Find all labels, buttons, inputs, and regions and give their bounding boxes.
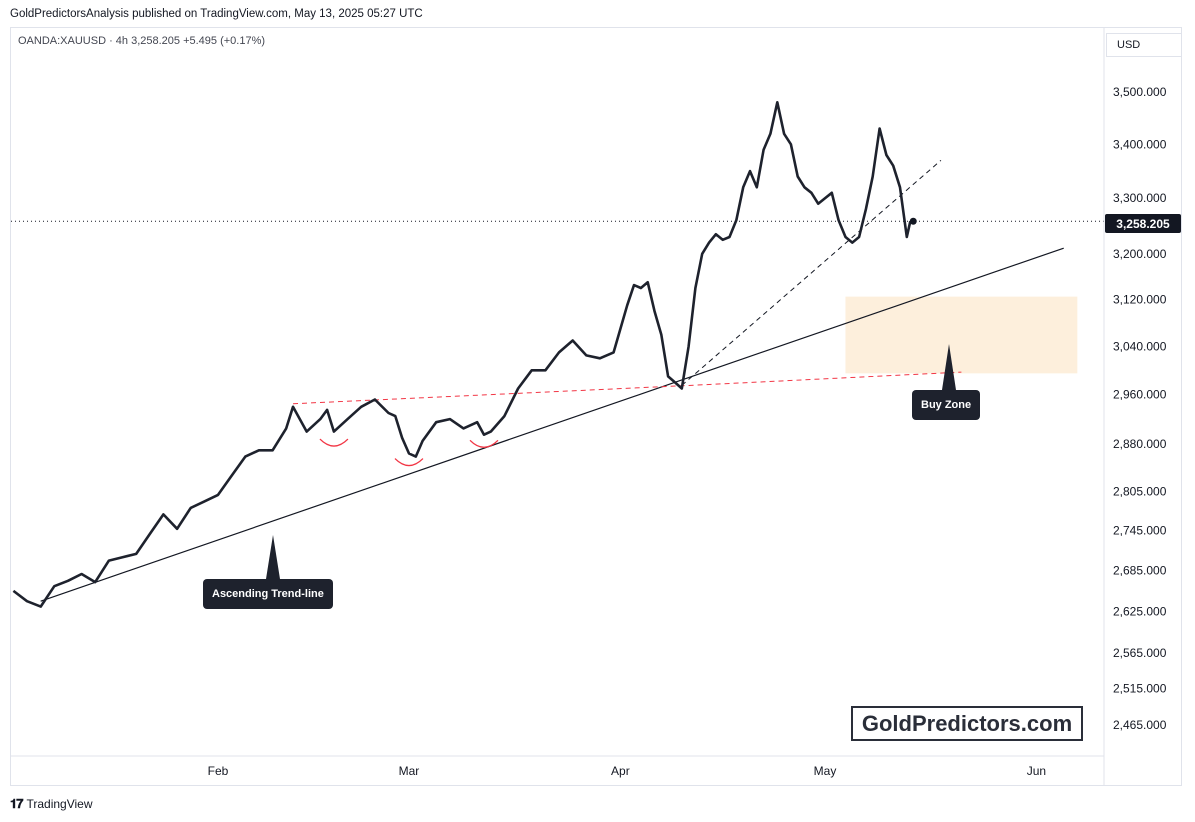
neckline-dashed xyxy=(292,384,689,405)
ascending-trend-line xyxy=(40,247,1064,602)
y-tick-label: 3,300.000 xyxy=(1113,191,1167,205)
footer: 𝟏𝟕 TradingView xyxy=(10,796,93,812)
y-tick-label: 2,880.000 xyxy=(1113,437,1167,451)
pattern-arc-1 xyxy=(319,438,349,447)
trendline-callout-pointer xyxy=(266,535,280,579)
y-tick-label: 2,745.000 xyxy=(1113,524,1167,538)
buy-zone-area xyxy=(845,296,1078,374)
x-tick-label: May xyxy=(814,764,837,778)
currency-selector[interactable]: USD xyxy=(1106,33,1182,57)
buy-zone-dashed-line xyxy=(688,371,962,386)
trendline-callout: Ascending Trend-line xyxy=(203,579,333,609)
last-price-dot xyxy=(909,217,917,225)
y-tick-label: 2,960.000 xyxy=(1113,388,1167,402)
y-tick-label: 3,040.000 xyxy=(1113,339,1167,353)
x-tick-label: Mar xyxy=(399,764,420,778)
price-series-line xyxy=(12,101,912,608)
footer-brand: TradingView xyxy=(26,797,93,811)
y-tick-label: 2,515.000 xyxy=(1113,682,1167,696)
buy-zone-callout: Buy Zone xyxy=(912,390,981,420)
y-tick-label: 2,625.000 xyxy=(1113,604,1167,618)
y-tick-label: 3,200.000 xyxy=(1113,247,1167,261)
watermark: GoldPredictors.com xyxy=(851,706,1083,741)
pattern-arc-3 xyxy=(469,439,499,448)
publisher-header: GoldPredictorsAnalysis published on Trad… xyxy=(10,8,423,20)
x-tick-label: Jun xyxy=(1027,764,1046,778)
y-tick-label: 2,685.000 xyxy=(1113,564,1167,578)
x-tick-label: Feb xyxy=(208,764,229,778)
symbol-info: OANDA:XAUUSD · 4h 3,258.205 +5.495 (+0.1… xyxy=(18,35,266,47)
inner-trend-dashed-line xyxy=(681,159,942,386)
chart-frame xyxy=(10,27,1182,786)
y-tick-label: 3,500.000 xyxy=(1113,85,1167,99)
y-tick-label: 2,465.000 xyxy=(1113,718,1167,732)
x-tick-label: Apr xyxy=(611,764,630,778)
last-price-label: 3,258.205 xyxy=(1105,214,1181,233)
y-tick-label: 2,565.000 xyxy=(1113,646,1167,660)
y-tick-label: 2,805.000 xyxy=(1113,485,1167,499)
y-tick-label: 3,120.000 xyxy=(1113,293,1167,307)
pattern-arc-2 xyxy=(394,458,424,467)
buy-zone-callout-pointer xyxy=(942,344,956,390)
y-tick-label: 3,400.000 xyxy=(1113,137,1167,151)
tradingview-logo-icon: 𝟏𝟕 xyxy=(10,796,24,811)
